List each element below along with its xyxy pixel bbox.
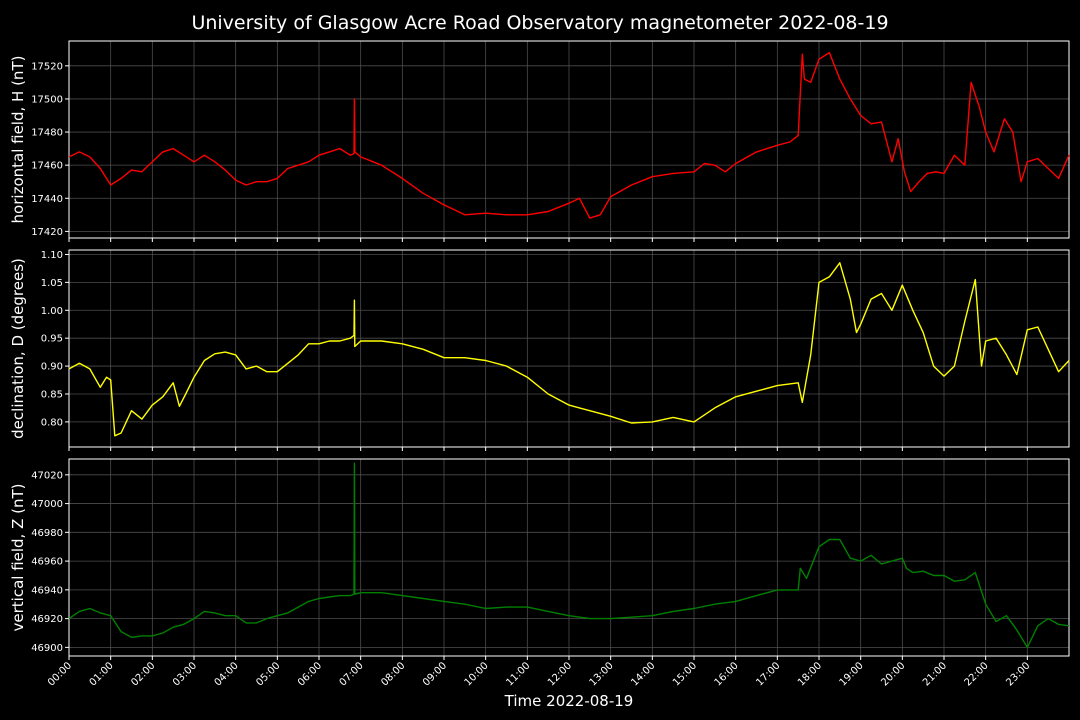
y-tick-label: 17440	[31, 194, 63, 205]
y-tick-label: 1.00	[41, 306, 63, 317]
y-tick-label: 0.80	[41, 417, 63, 428]
y-tick-label: 17520	[31, 61, 63, 72]
y-tick-label: 47000	[31, 499, 63, 510]
series-line	[68, 262, 1070, 437]
y-tick-label: 17480	[31, 128, 63, 139]
y-tick-label: 46900	[31, 643, 63, 654]
panel-1: 17420 17440 17460 17480 17500 17520 horizontal…	[9, 40, 1070, 242]
y-tick-label: 47020	[31, 470, 63, 481]
series-line	[68, 51, 1070, 219]
y-tick-label: 0.95	[41, 334, 63, 345]
y-axis-label: declination, D (degrees)	[9, 258, 27, 439]
y-tick-label: 17460	[31, 161, 63, 172]
y-axis-label: horizontal field, H (nT)	[9, 56, 27, 224]
axes-frame	[68, 249, 1070, 448]
y-tick-label: 46920	[31, 614, 63, 625]
y-tick-label: 46940	[31, 585, 63, 596]
y-axis-label: vertical field, Z (nT)	[9, 483, 27, 631]
y-tick-label: 46960	[31, 557, 63, 568]
y-tick-label: 17420	[31, 227, 63, 238]
panel-2: 0.80 0.85 0.90 0.95 1.00 1.05 1.10 declination,…	[9, 249, 1070, 451]
y-tick-label: 1.05	[41, 278, 63, 289]
y-tick-label: 1.10	[41, 250, 63, 261]
series-line	[68, 462, 1070, 649]
axes-frame	[68, 458, 1070, 657]
y-tick-label: 46980	[31, 528, 63, 539]
chart-title: University of Glasgow Acre Road Observat…	[191, 12, 888, 34]
y-tick-label: 0.90	[41, 362, 63, 373]
y-tick-label: 17500	[31, 94, 63, 105]
y-tick-label: 0.85	[41, 389, 63, 400]
axes-frame	[68, 40, 1070, 239]
x-axis-label: Time 2022-08-19	[504, 692, 634, 710]
